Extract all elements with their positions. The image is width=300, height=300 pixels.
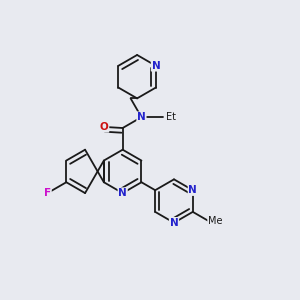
Text: Me: Me — [208, 216, 222, 226]
Text: O: O — [100, 122, 109, 132]
Text: N: N — [137, 112, 146, 122]
Text: Et: Et — [166, 112, 176, 122]
Text: N: N — [169, 218, 178, 228]
Text: N: N — [188, 185, 197, 195]
Text: N: N — [152, 61, 160, 71]
Text: F: F — [44, 188, 51, 198]
Text: N: N — [118, 188, 127, 198]
